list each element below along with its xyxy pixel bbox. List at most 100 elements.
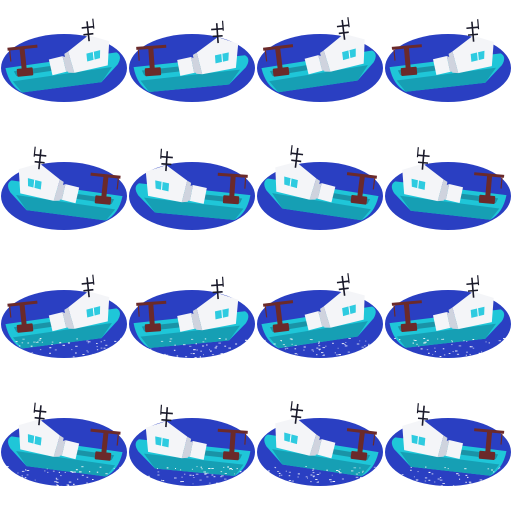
spray-dot [393, 476, 396, 478]
spray-dot [103, 347, 106, 349]
spray-dot [366, 359, 368, 361]
crane-base [400, 322, 418, 333]
sprite-canvas [257, 145, 383, 230]
spray-dot [367, 483, 370, 485]
cabin-side [181, 180, 192, 203]
spray-dot [342, 486, 345, 488]
spray-dot [362, 471, 364, 473]
spray-dot [378, 358, 381, 360]
spray-dot [418, 345, 420, 347]
spray-dot [56, 485, 59, 487]
spray-dot [175, 468, 176, 469]
spray-dot [151, 350, 153, 352]
spray-dot [402, 480, 405, 482]
spray-dot [180, 481, 182, 483]
spray-dot [370, 482, 371, 484]
spray-dot [6, 340, 9, 342]
cargo-block [61, 440, 80, 460]
cabin-side [320, 306, 331, 328]
hull-shade [16, 450, 116, 477]
spray-dot [452, 351, 454, 353]
spray-dot [465, 354, 467, 356]
crane-cable [9, 306, 12, 318]
spray-dot [211, 354, 215, 356]
spray-dot [325, 345, 327, 347]
cabin-side [181, 436, 192, 459]
spray-dot [112, 484, 116, 486]
spray-dot [277, 471, 280, 472]
spray-dot [111, 480, 113, 482]
spray-dot [86, 350, 88, 352]
crane-cable [137, 305, 140, 317]
spray-dot [49, 347, 52, 349]
spray-dot [365, 350, 368, 352]
sprite-frame [384, 256, 512, 384]
antenna-bar-bottom [212, 34, 223, 38]
spray-dot [263, 339, 266, 341]
hull-shade [12, 66, 112, 93]
spray-dot [30, 345, 33, 347]
spray-dot [305, 466, 307, 467]
antenna-bar-top [81, 25, 94, 29]
crane-base [16, 323, 34, 333]
spray-dot [332, 481, 336, 482]
spray-dot [413, 339, 415, 341]
spray-dot [181, 476, 183, 478]
crane-cable [393, 305, 396, 317]
crane-mast [229, 175, 236, 200]
crane-mast [148, 47, 155, 72]
spray-dot [424, 480, 427, 482]
spray-dot [437, 478, 440, 480]
spray-dot [447, 468, 449, 470]
spray-dot [503, 338, 506, 340]
spray-dot [36, 342, 38, 343]
spray-dot [71, 471, 74, 473]
spray-dot [398, 481, 401, 483]
spray-dot [498, 485, 501, 487]
spray-dot [238, 352, 240, 354]
spray-dot [291, 343, 293, 345]
crane-boom [474, 428, 505, 434]
spray-dot [286, 347, 289, 349]
spray-dot [431, 473, 434, 475]
crane-cable [393, 49, 396, 61]
spray-dot [26, 470, 30, 471]
spray-dot [76, 338, 78, 340]
water-spray [391, 466, 505, 489]
spray-dot [67, 485, 70, 487]
spray-dot [112, 482, 114, 483]
spray-dot [100, 355, 104, 357]
crane-mast [403, 47, 411, 72]
crane-boom [7, 300, 38, 307]
spray-dot [463, 340, 465, 342]
antenna-bar-top [34, 409, 47, 413]
crane-mast [356, 431, 365, 457]
spray-dot [234, 478, 237, 479]
crane-boom [391, 300, 422, 306]
spray-dot [441, 338, 444, 340]
spray-dot [146, 358, 148, 359]
spray-dot [455, 350, 458, 352]
spray-dot [318, 343, 320, 345]
spray-dot [456, 353, 460, 355]
cargo-block [48, 312, 67, 332]
spray-dot [442, 483, 445, 484]
antenna-mast [165, 151, 169, 172]
spray-dot [310, 474, 313, 476]
crane-cable [372, 434, 376, 446]
spray-dot [249, 477, 251, 479]
spray-dot [393, 355, 396, 357]
boat [389, 19, 505, 92]
antenna-spike [92, 18, 95, 29]
antenna-bar-bottom [161, 162, 172, 166]
spray-dot [169, 338, 173, 340]
antenna-bar-top [81, 281, 94, 285]
sprite-canvas [385, 147, 511, 230]
spray-dot [51, 344, 53, 345]
boat-facing-left [391, 403, 507, 476]
antenna-bar-top [34, 153, 47, 157]
boat-facing-right [389, 275, 505, 348]
crane-boom [90, 428, 121, 435]
spray-dot [191, 468, 193, 470]
sprite-canvas [1, 274, 127, 361]
